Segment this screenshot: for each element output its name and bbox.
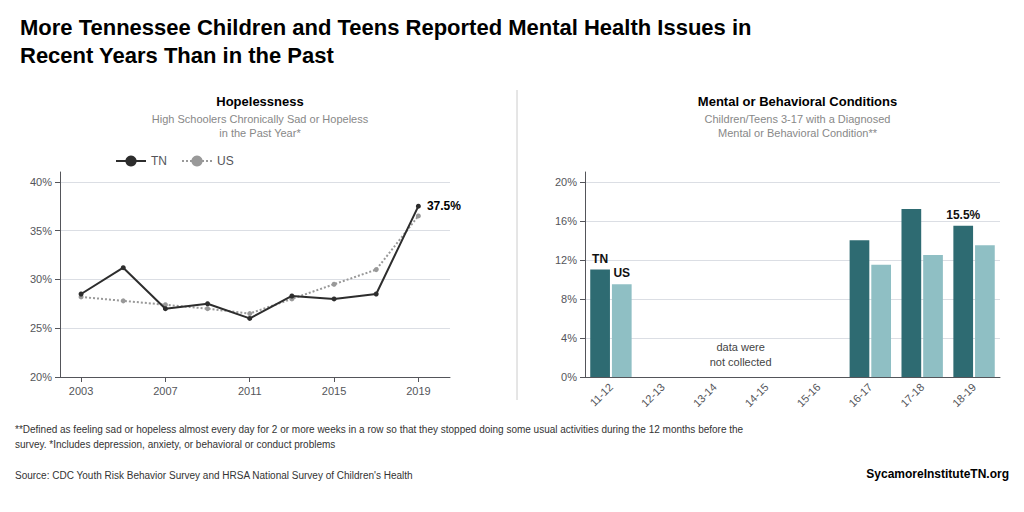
svg-text:15.5%: 15.5% <box>946 208 980 222</box>
svg-text:**Defined as feeling sad or ho: **Defined as feeling sad or hopeless alm… <box>15 424 744 435</box>
svg-text:High Schoolers Chronically Sad: High Schoolers Chronically Sad or Hopele… <box>152 113 369 125</box>
svg-text:12%: 12% <box>555 254 577 266</box>
svg-text:Mental or Behavioral Condition: Mental or Behavioral Condition** <box>718 127 878 139</box>
svg-text:survey. *Includes depression,: survey. *Includes depression, anxiety, o… <box>15 439 335 450</box>
svg-text:35%: 35% <box>30 225 52 237</box>
svg-text:37.5%: 37.5% <box>427 199 461 213</box>
svg-text:16-17: 16-17 <box>846 381 874 409</box>
svg-text:40%: 40% <box>30 176 52 188</box>
svg-text:Recent Years Than in the Past: Recent Years Than in the Past <box>20 43 334 68</box>
svg-text:Mental or Behavioral Condition: Mental or Behavioral Conditions <box>698 94 897 109</box>
svg-text:8%: 8% <box>561 293 577 305</box>
svg-text:12-13: 12-13 <box>639 381 667 409</box>
svg-text:US: US <box>217 154 234 168</box>
svg-text:in the Past Year*: in the Past Year* <box>219 127 301 139</box>
svg-text:2007: 2007 <box>153 385 177 397</box>
svg-text:not collected: not collected <box>710 356 772 368</box>
svg-text:SycamoreInstituteTN.org: SycamoreInstituteTN.org <box>866 467 1009 481</box>
svg-text:17-18: 17-18 <box>898 381 926 409</box>
svg-text:30%: 30% <box>30 273 52 285</box>
svg-text:4%: 4% <box>561 332 577 344</box>
svg-text:15-16: 15-16 <box>794 381 822 409</box>
svg-text:More Tennessee Children and Te: More Tennessee Children and Teens Report… <box>20 15 751 40</box>
svg-text:13-14: 13-14 <box>691 381 719 409</box>
svg-text:18-19: 18-19 <box>950 381 978 409</box>
svg-text:16%: 16% <box>555 215 577 227</box>
svg-text:Source: CDC Youth Risk Behavio: Source: CDC Youth Risk Behavior Survey a… <box>15 470 413 481</box>
svg-text:11-12: 11-12 <box>587 381 615 409</box>
svg-text:20%: 20% <box>555 176 577 188</box>
svg-text:TN: TN <box>151 154 167 168</box>
svg-text:14-15: 14-15 <box>742 381 770 409</box>
svg-text:2019: 2019 <box>406 385 430 397</box>
svg-text:Hopelessness: Hopelessness <box>216 94 303 109</box>
svg-text:2011: 2011 <box>238 385 262 397</box>
svg-text:2003: 2003 <box>69 385 93 397</box>
svg-text:20%: 20% <box>30 371 52 383</box>
svg-text:Children/Teens 3-17 with a Dia: Children/Teens 3-17 with a Diagnosed <box>705 113 891 125</box>
svg-text:US: US <box>613 266 630 280</box>
svg-text:data were: data were <box>716 341 764 353</box>
svg-text:0%: 0% <box>561 371 577 383</box>
svg-text:2015: 2015 <box>322 385 346 397</box>
svg-text:TN: TN <box>592 252 608 266</box>
svg-text:25%: 25% <box>30 322 52 334</box>
